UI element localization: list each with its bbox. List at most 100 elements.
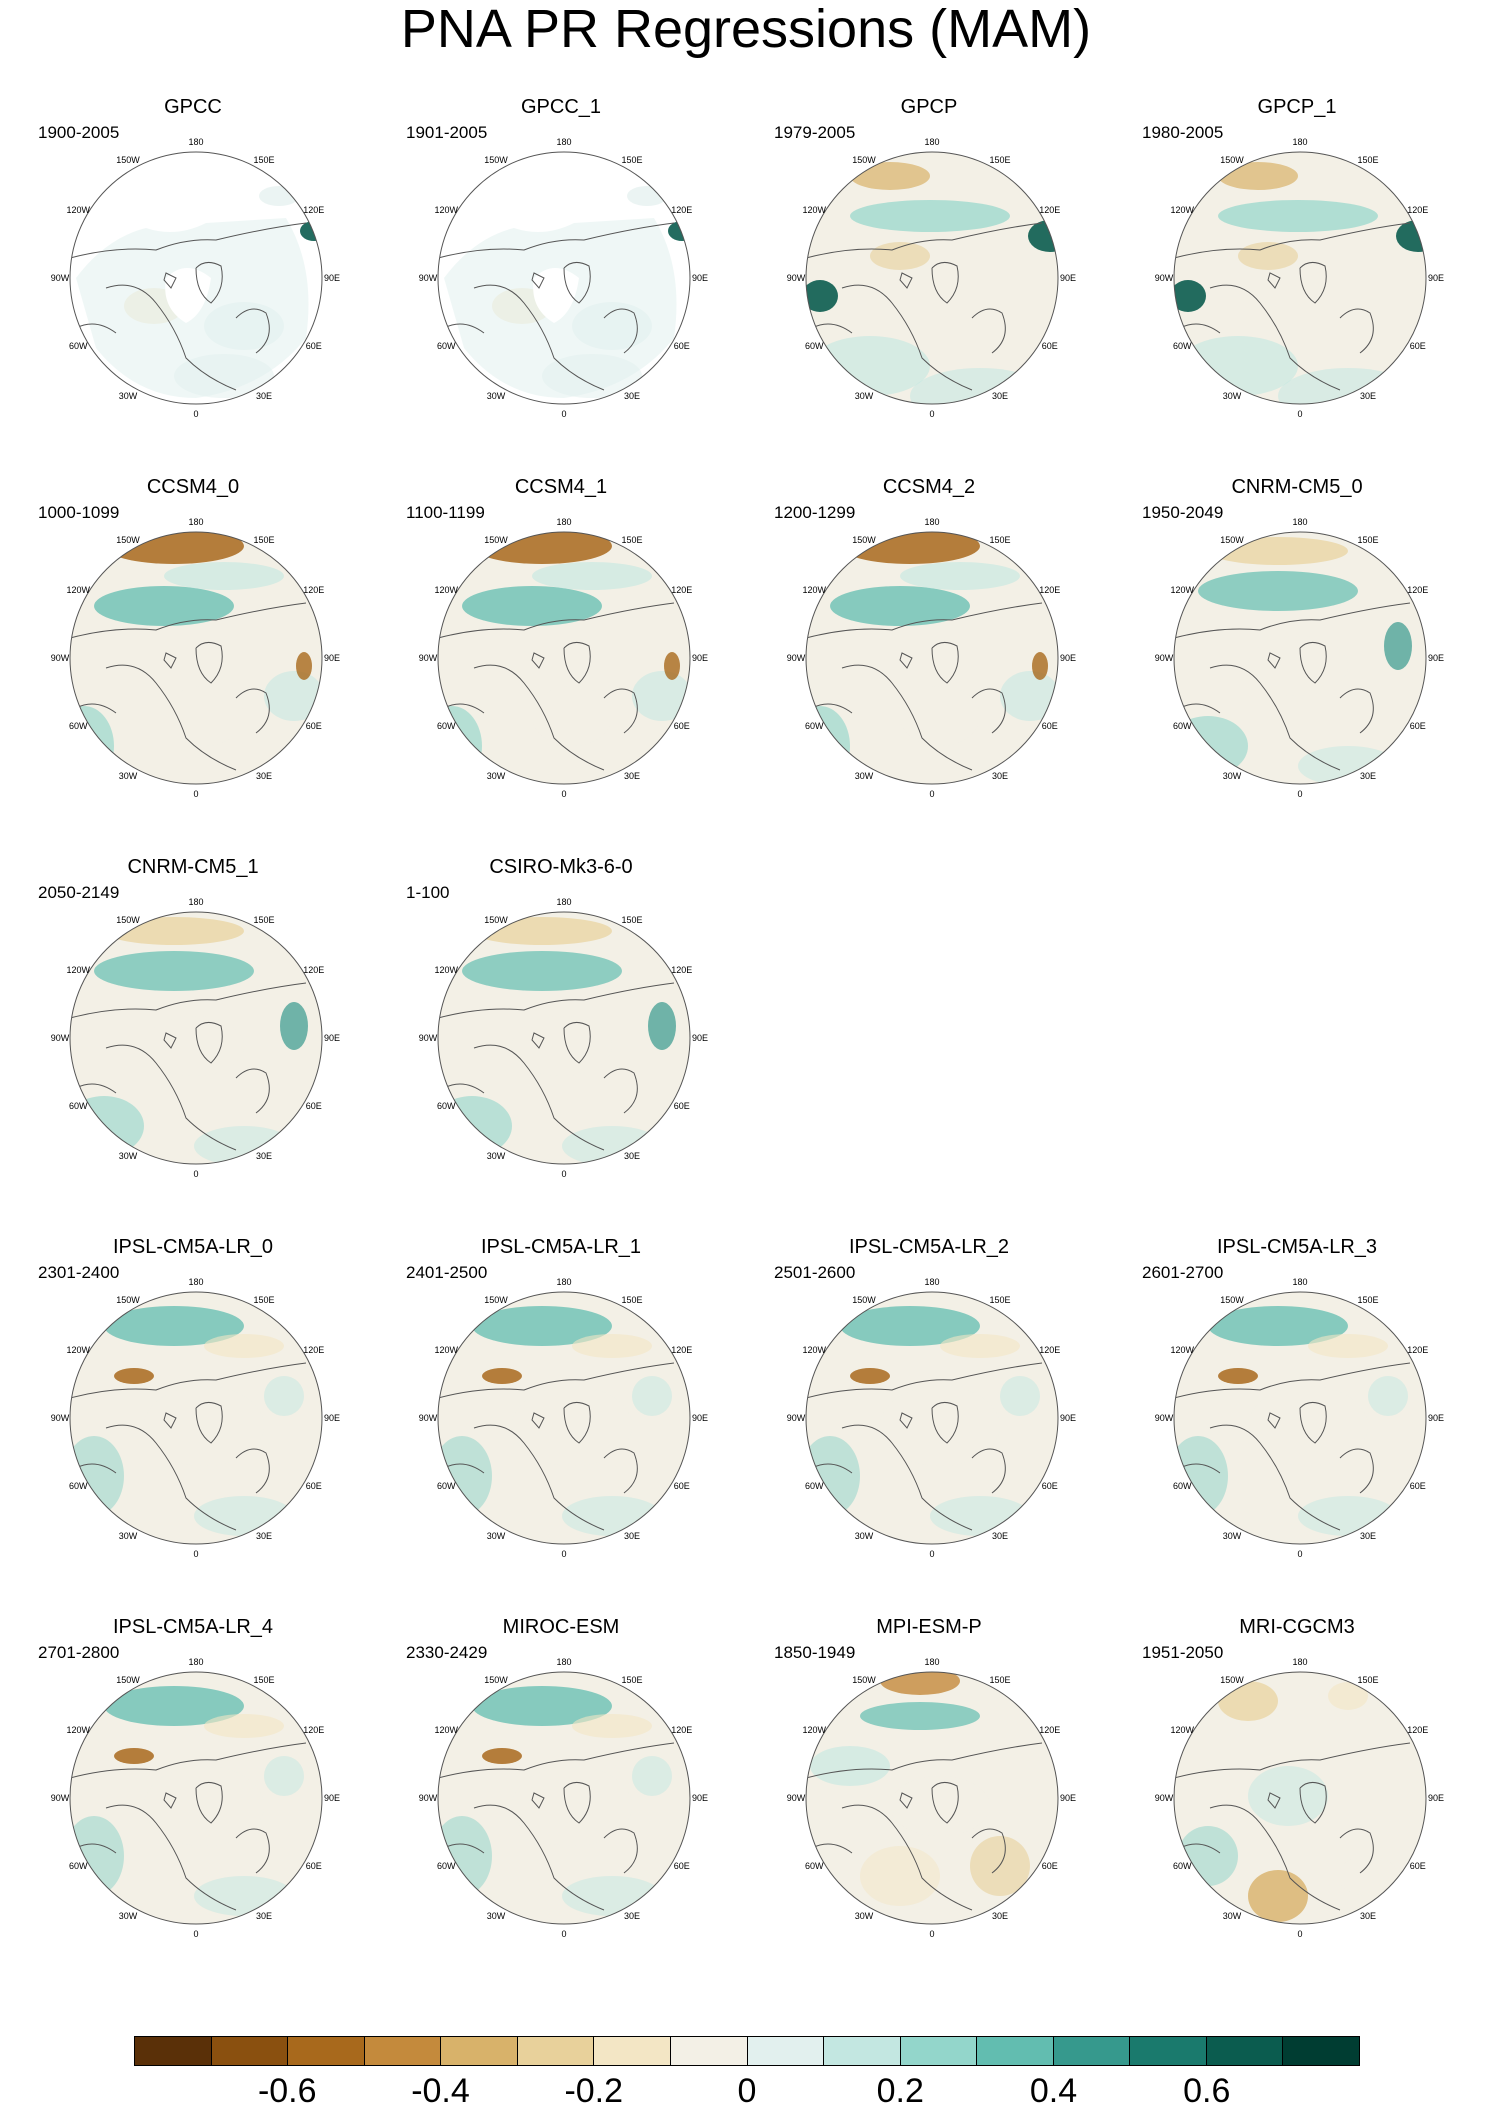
coastline [1267, 272, 1281, 289]
coastline [438, 1742, 675, 1779]
longitude-label: 150W [1220, 155, 1244, 165]
coastline [195, 1402, 223, 1444]
longitude-label: 0 [193, 1549, 198, 1559]
longitude-label: 180 [556, 1277, 571, 1287]
anomaly-contour [194, 1126, 294, 1164]
longitude-label: 90E [692, 1793, 708, 1803]
longitude-label: 120W [66, 1345, 90, 1355]
map-panel: CNRM-CM5_1 2050-2149 180 150E 120E 90E 60E 30E 0… [28, 856, 358, 1196]
longitude-label: 120E [1039, 1345, 1060, 1355]
longitude-label: 120E [303, 585, 324, 595]
longitude-label: 30E [992, 391, 1008, 401]
longitude-label: 120W [802, 1345, 826, 1355]
anomaly-contour [1248, 1870, 1308, 1922]
longitude-label: 90W [787, 273, 806, 283]
anomaly-contour [512, 1766, 632, 1846]
longitude-label: 30E [1360, 391, 1376, 401]
longitude-label: 120E [303, 1725, 324, 1735]
coastline [531, 1412, 545, 1429]
colorbar-swatch [747, 2037, 825, 2065]
anomaly-field [76, 186, 322, 398]
polar-map: 180 150E 120E 90E 60E 30E 0 30W 60W 90W 120W 150W [419, 517, 708, 799]
polar-map: 180 150E 120E 90E 60E 30E 0 30W 60W 90W 120W 150W [787, 517, 1076, 799]
map-panel: CNRM-CM5_0 1950-2049 180 150E 120E 90E 60E 30E 0… [1132, 476, 1462, 816]
longitude-label: 90W [1155, 1793, 1174, 1803]
anomaly-contour [1288, 246, 1368, 286]
coastline [931, 262, 959, 304]
panel-years: 1980-2005 [1142, 123, 1224, 142]
anomaly-contour [900, 562, 1020, 590]
longitude-label: 60W [69, 1481, 88, 1491]
anomaly-contour [1248, 636, 1348, 696]
longitude-label: 150W [484, 155, 508, 165]
anomaly-contour [70, 1816, 124, 1896]
anomaly-contour [144, 1766, 264, 1846]
longitude-label: 150W [1220, 1675, 1244, 1685]
panel-years: 1950-2049 [1142, 503, 1224, 522]
longitude-label: 30E [992, 1531, 1008, 1541]
anomaly-contour [1174, 280, 1206, 312]
colorbar-tick-label: 0.6 [1183, 2072, 1231, 2110]
longitude-label: 90W [1155, 653, 1174, 663]
longitude-label: 90E [1060, 273, 1076, 283]
panel-title: GPCC_1 [520, 96, 602, 118]
anomaly-contour [840, 532, 980, 564]
anomaly-contour [472, 532, 612, 564]
panel-title: GPCP [900, 96, 958, 118]
coastline [105, 664, 237, 771]
colorbar-tick-label: 0 [737, 2072, 757, 2110]
longitude-label: 60E [306, 1481, 322, 1491]
longitude-label: 0 [1297, 1549, 1302, 1559]
coastlines [70, 1742, 307, 1911]
anomaly-contour [462, 586, 602, 626]
coastline [1174, 1362, 1411, 1399]
longitude-label: 90W [419, 1033, 438, 1043]
anomaly-contour [562, 1126, 662, 1164]
coastlines [806, 1362, 1043, 1531]
longitude-label: 30E [1360, 1531, 1376, 1541]
longitude-label: 120E [671, 1725, 692, 1735]
coastline [70, 982, 307, 1019]
panel-years: 1000-1099 [38, 503, 120, 522]
coastline [235, 688, 270, 734]
longitude-label: 120W [802, 205, 826, 215]
figure-title: PNA PR Regressions (MAM) [400, 0, 1092, 59]
longitude-label: 60W [69, 721, 88, 731]
coastline [563, 1022, 591, 1064]
longitude-label: 120W [434, 585, 458, 595]
longitude-label: 120E [671, 1345, 692, 1355]
anomaly-field [1174, 1306, 1408, 1536]
anomaly-contour [1328, 1682, 1368, 1710]
longitude-label: 180 [556, 137, 571, 147]
longitude-label: 120E [303, 205, 324, 215]
coastlines [438, 982, 675, 1151]
map-panel: GPCP 1979-2005 180 150E 120E 90E 60E 30E 0 30W 60W… [764, 96, 1094, 436]
longitude-label: 90W [51, 1033, 70, 1043]
anomaly-contour [94, 586, 234, 626]
anomaly-contour [144, 1386, 264, 1466]
longitude-label: 90W [787, 1793, 806, 1803]
map-boundary [805, 1671, 1059, 1925]
longitude-label: 120W [434, 205, 458, 215]
longitude-label: 0 [929, 1929, 934, 1939]
coastline [806, 1742, 1043, 1779]
longitude-label: 60W [1173, 721, 1192, 731]
longitude-label: 150E [1357, 155, 1378, 165]
panel-years: 2401-2500 [406, 1263, 488, 1282]
longitude-label: 150E [989, 1675, 1010, 1685]
anomaly-contour [164, 686, 244, 746]
coastline [195, 262, 223, 304]
anomaly-contour [632, 1376, 672, 1416]
colorbar-tick-label: -0.6 [257, 2072, 317, 2110]
panel-title: MRI-CGCM3 [1239, 1616, 1355, 1638]
coastline [1339, 308, 1374, 354]
longitude-label: 120E [1407, 1345, 1428, 1355]
coastline [1174, 602, 1411, 639]
longitude-label: 30E [624, 1911, 640, 1921]
coastline [235, 308, 270, 354]
polar-map: 180 150E 120E 90E 60E 30E 0 30W 60W 90W 120W 150W [419, 1657, 708, 1939]
map-boundary [437, 1291, 691, 1545]
longitude-label: 180 [1292, 517, 1307, 527]
coastline [195, 642, 223, 684]
longitude-label: 120E [1039, 205, 1060, 215]
